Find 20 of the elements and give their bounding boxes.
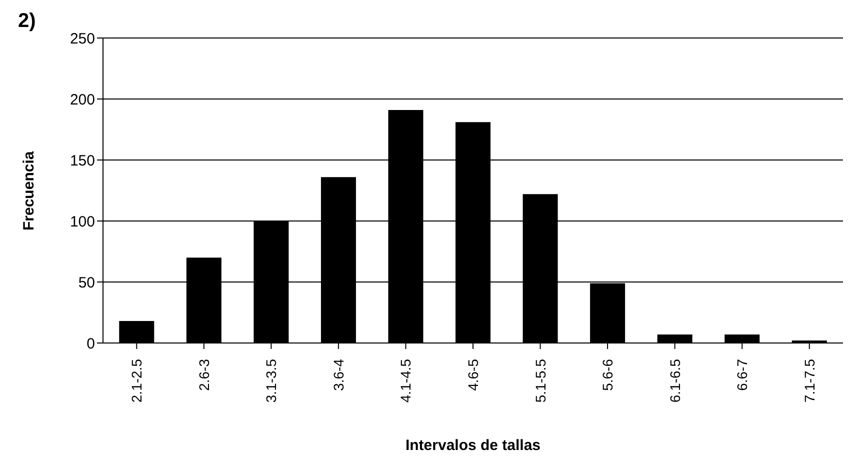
y-tick-label: 250 [70, 30, 95, 48]
x-tick-label: 3.6-4 [330, 358, 346, 391]
x-tick-label: 6.6-7 [734, 358, 750, 391]
x-tick-label: 4.6-5 [465, 358, 481, 391]
x-tick-label: 7.1-7.5 [801, 358, 818, 403]
x-axis-title: Intervalos de tallas [405, 437, 541, 454]
x-tick-label: 2.1-2.5 [128, 358, 145, 403]
y-tick-label: 100 [70, 213, 95, 230]
y-tick-label: 200 [70, 91, 95, 108]
y-tick-label: 150 [70, 152, 95, 170]
y-tick-label: 0 [86, 335, 95, 352]
x-tick-label: 3.1-3.5 [263, 358, 280, 403]
x-tick-label: 4.1-4.5 [398, 358, 414, 403]
x-tick-label: 5.6-6 [600, 358, 616, 391]
x-tick-label: 6.1-6.5 [666, 358, 683, 403]
y-tick-label: 50 [78, 274, 95, 292]
x-tick-label: 2.6-3 [196, 358, 212, 391]
x-tick-label: 5.1-5.5 [532, 358, 548, 403]
y-axis-title: Frecuencia [20, 150, 38, 230]
chart-title: 2) [18, 10, 36, 33]
